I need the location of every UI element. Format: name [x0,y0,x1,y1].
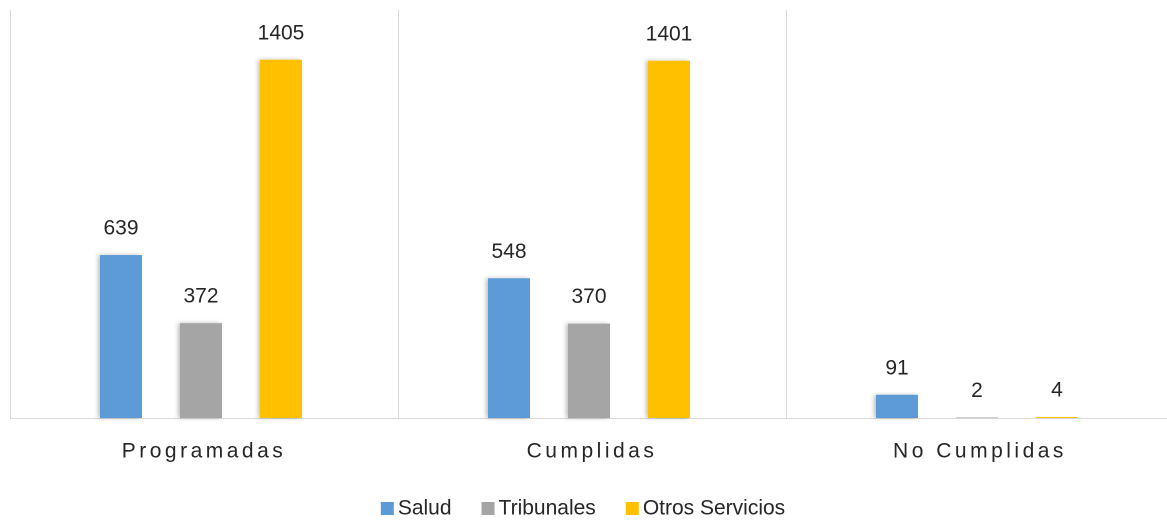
data-label: 548 [491,240,526,263]
x-tick-label: Programadas [122,440,287,463]
data-label: 2 [971,379,983,402]
bar [568,323,610,418]
bar [260,59,302,418]
legend-label: Otros Servicios [643,497,785,520]
legend-label: Tribunales [499,497,596,520]
data-label: 372 [183,285,218,308]
bar [1036,416,1078,418]
data-label: 1401 [646,22,693,45]
legend-swatch [625,502,639,515]
bar [876,394,918,418]
data-label: 91 [885,356,908,379]
bar [956,417,998,418]
bar [488,278,530,418]
legend-label: Salud [398,497,452,520]
data-label: 639 [103,217,138,240]
bar [180,323,222,418]
data-label: 370 [571,285,606,308]
data-label: 1405 [258,21,305,44]
data-label: 4 [1051,379,1063,402]
bar [648,60,690,419]
legend-swatch [380,502,394,515]
x-tick-label: No Cumplidas [893,440,1067,463]
x-tick-label: Cumplidas [527,440,658,463]
legend-swatch [481,502,495,515]
bar [100,255,142,418]
